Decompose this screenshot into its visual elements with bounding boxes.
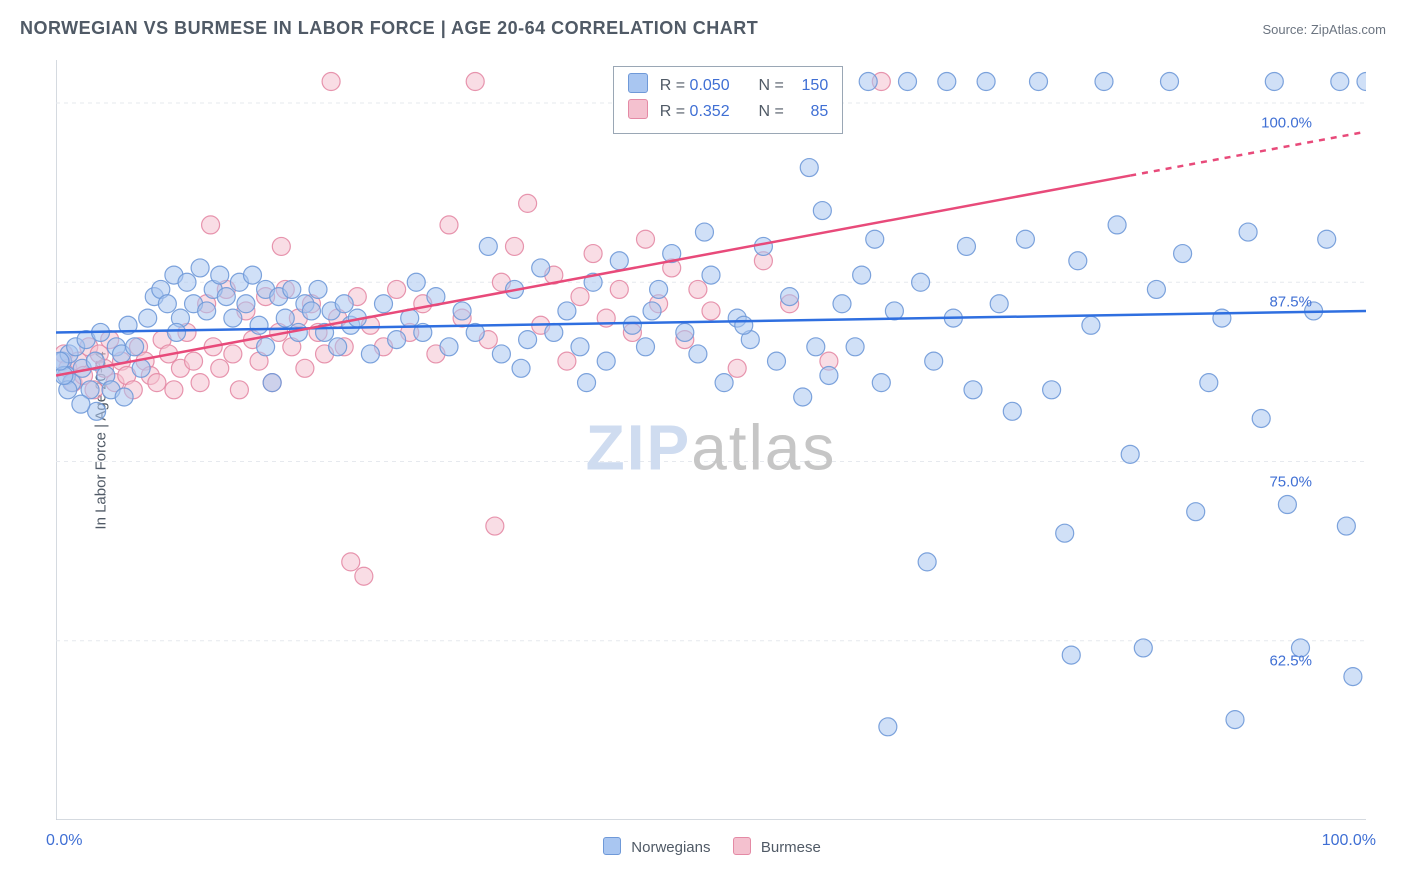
- scatter-plot-svg: [56, 60, 1366, 820]
- y-tick-label: 87.5%: [1269, 294, 1312, 311]
- stats-legend-box: R = 0.050 N = 150R = 0.352 N = 85: [613, 66, 843, 134]
- n-value: 150: [788, 73, 828, 99]
- y-tick-label: 75.0%: [1269, 473, 1312, 490]
- legend-swatch-burmese: [733, 837, 751, 855]
- y-tick-label: 62.5%: [1269, 652, 1312, 669]
- source-prefix: Source:: [1262, 22, 1310, 37]
- stats-swatch: [628, 73, 648, 93]
- stats-legend-row: R = 0.050 N = 150: [628, 73, 828, 99]
- n-label: N =: [758, 77, 788, 94]
- r-label: R =: [660, 103, 690, 120]
- n-label: N =: [758, 103, 788, 120]
- source-link[interactable]: ZipAtlas.com: [1311, 22, 1386, 37]
- y-tick-label: 100.0%: [1261, 115, 1312, 132]
- n-value: 85: [788, 99, 828, 125]
- stats-legend-row: R = 0.352 N = 85: [628, 99, 828, 125]
- legend-label-norwegians: Norwegians: [631, 839, 710, 856]
- legend-swatch-norwegians: [603, 837, 621, 855]
- legend-label-burmese: Burmese: [761, 839, 821, 856]
- series-legend: Norwegians Burmese: [0, 837, 1406, 856]
- plot-area: ZIPatlas R = 0.050 N = 150R = 0.352 N = …: [56, 60, 1366, 820]
- source-citation: Source: ZipAtlas.com: [1262, 22, 1386, 37]
- r-value: 0.050: [690, 73, 750, 99]
- chart-title: NORWEGIAN VS BURMESE IN LABOR FORCE | AG…: [20, 18, 758, 39]
- r-label: R =: [660, 77, 690, 94]
- stats-swatch: [628, 99, 648, 119]
- r-value: 0.352: [690, 99, 750, 125]
